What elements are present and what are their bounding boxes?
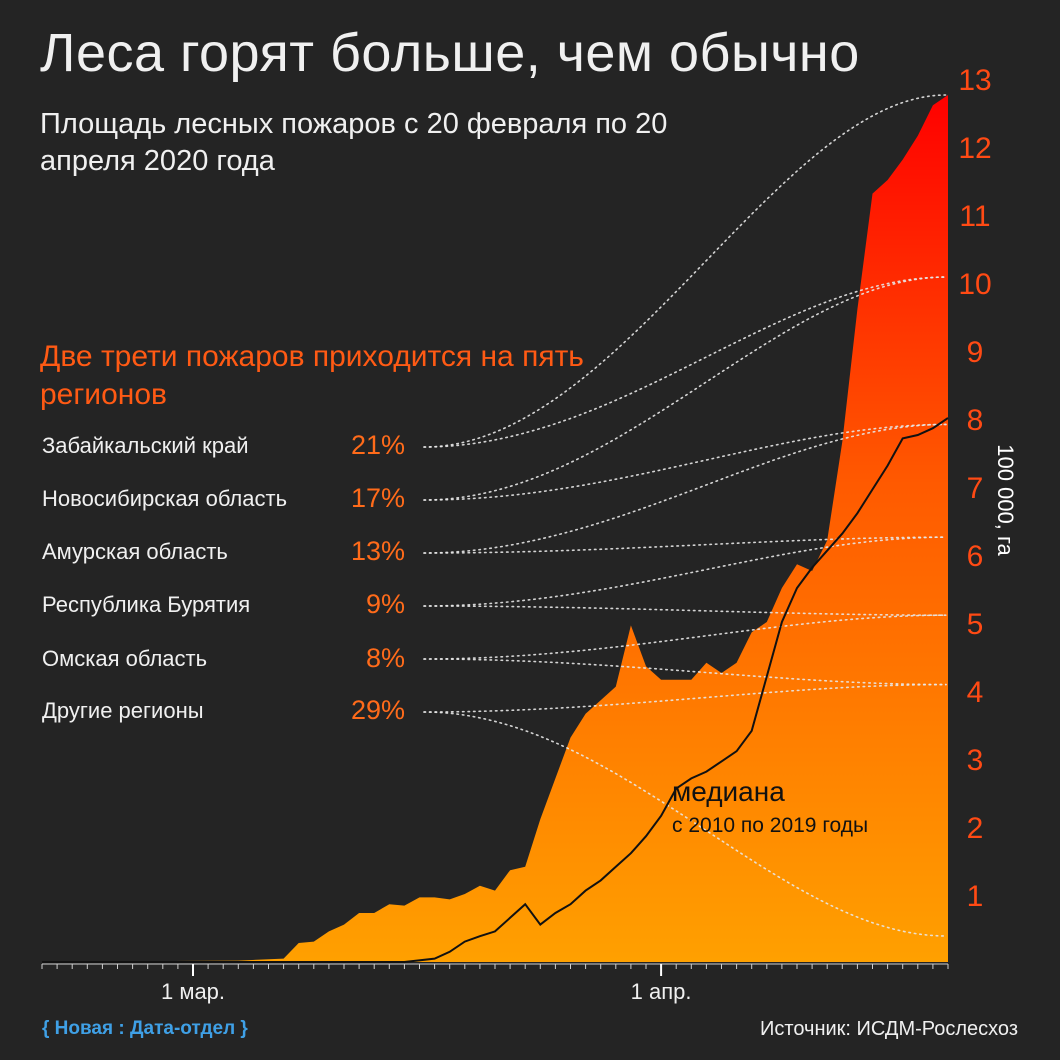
median-line bbox=[42, 417, 949, 963]
region-name-novosibirsk: Новосибирская область bbox=[42, 486, 288, 511]
fire-area bbox=[42, 95, 948, 962]
y-tick-label: 6 bbox=[967, 540, 984, 573]
y-tick-label: 10 bbox=[958, 268, 991, 301]
region-connector bbox=[423, 276, 947, 501]
y-tick-label: 12 bbox=[958, 132, 991, 165]
source-note: Источник: ИСДМ-Рослесхоз bbox=[760, 1018, 1018, 1040]
y-tick-label: 9 bbox=[967, 336, 984, 369]
y-tick-label: 5 bbox=[967, 608, 984, 641]
x-tick-label: 1 мар. bbox=[161, 979, 225, 1004]
y-tick-label: 13 bbox=[958, 64, 991, 97]
regions-heading: Две трети пожаров приходится на пять рег… bbox=[40, 340, 584, 411]
region-connector bbox=[423, 683, 947, 713]
region-name-zabaikalsky: Забайкальский край bbox=[42, 433, 249, 458]
median-label: медиана bbox=[672, 776, 785, 807]
y-tick-label: 8 bbox=[967, 404, 984, 437]
region-share-omsk: 8% bbox=[365, 643, 405, 673]
region-connector bbox=[423, 658, 947, 686]
y-tick-label: 4 bbox=[967, 676, 984, 709]
region-connector bbox=[423, 536, 947, 554]
y-tick-label: 1 bbox=[967, 880, 984, 913]
chart-subtitle: Площадь лесных пожаров с 20 февраля по 2… bbox=[40, 108, 668, 177]
median-sublabel: с 2010 по 2019 годы bbox=[672, 814, 869, 837]
region-connector bbox=[423, 276, 947, 448]
region-share-amur: 13% bbox=[350, 536, 405, 566]
region-name-buryatia: Республика Бурятия bbox=[42, 592, 251, 617]
region-share-zabaikalsky: 21% bbox=[350, 430, 405, 460]
region-share-other: 29% bbox=[350, 695, 405, 725]
region-connector bbox=[423, 423, 947, 554]
y-tick-label: 11 bbox=[959, 200, 990, 233]
y-tick-label: 3 bbox=[967, 744, 984, 777]
page-title: Леса горят больше, чем обычно bbox=[40, 23, 860, 83]
region-connector bbox=[423, 536, 947, 607]
region-name-other: Другие регионы bbox=[42, 698, 204, 723]
brand-logo: { Новая : Дата-отдел } bbox=[42, 1018, 248, 1039]
region-connector bbox=[423, 423, 947, 501]
region-name-omsk: Омская область bbox=[42, 646, 208, 671]
y-tick-label: 7 bbox=[967, 472, 984, 505]
region-share-buryatia: 9% bbox=[365, 589, 405, 619]
region-connector bbox=[423, 711, 947, 937]
region-connector bbox=[423, 605, 947, 616]
y-tick-label: 2 bbox=[967, 812, 984, 845]
y-axis-label: 100 000, га bbox=[993, 444, 1018, 556]
region-connector bbox=[423, 614, 947, 660]
region-share-novosibirsk: 17% bbox=[350, 483, 405, 513]
region-name-amur: Амурская область bbox=[42, 539, 228, 564]
x-tick-label: 1 апр. bbox=[631, 979, 692, 1004]
